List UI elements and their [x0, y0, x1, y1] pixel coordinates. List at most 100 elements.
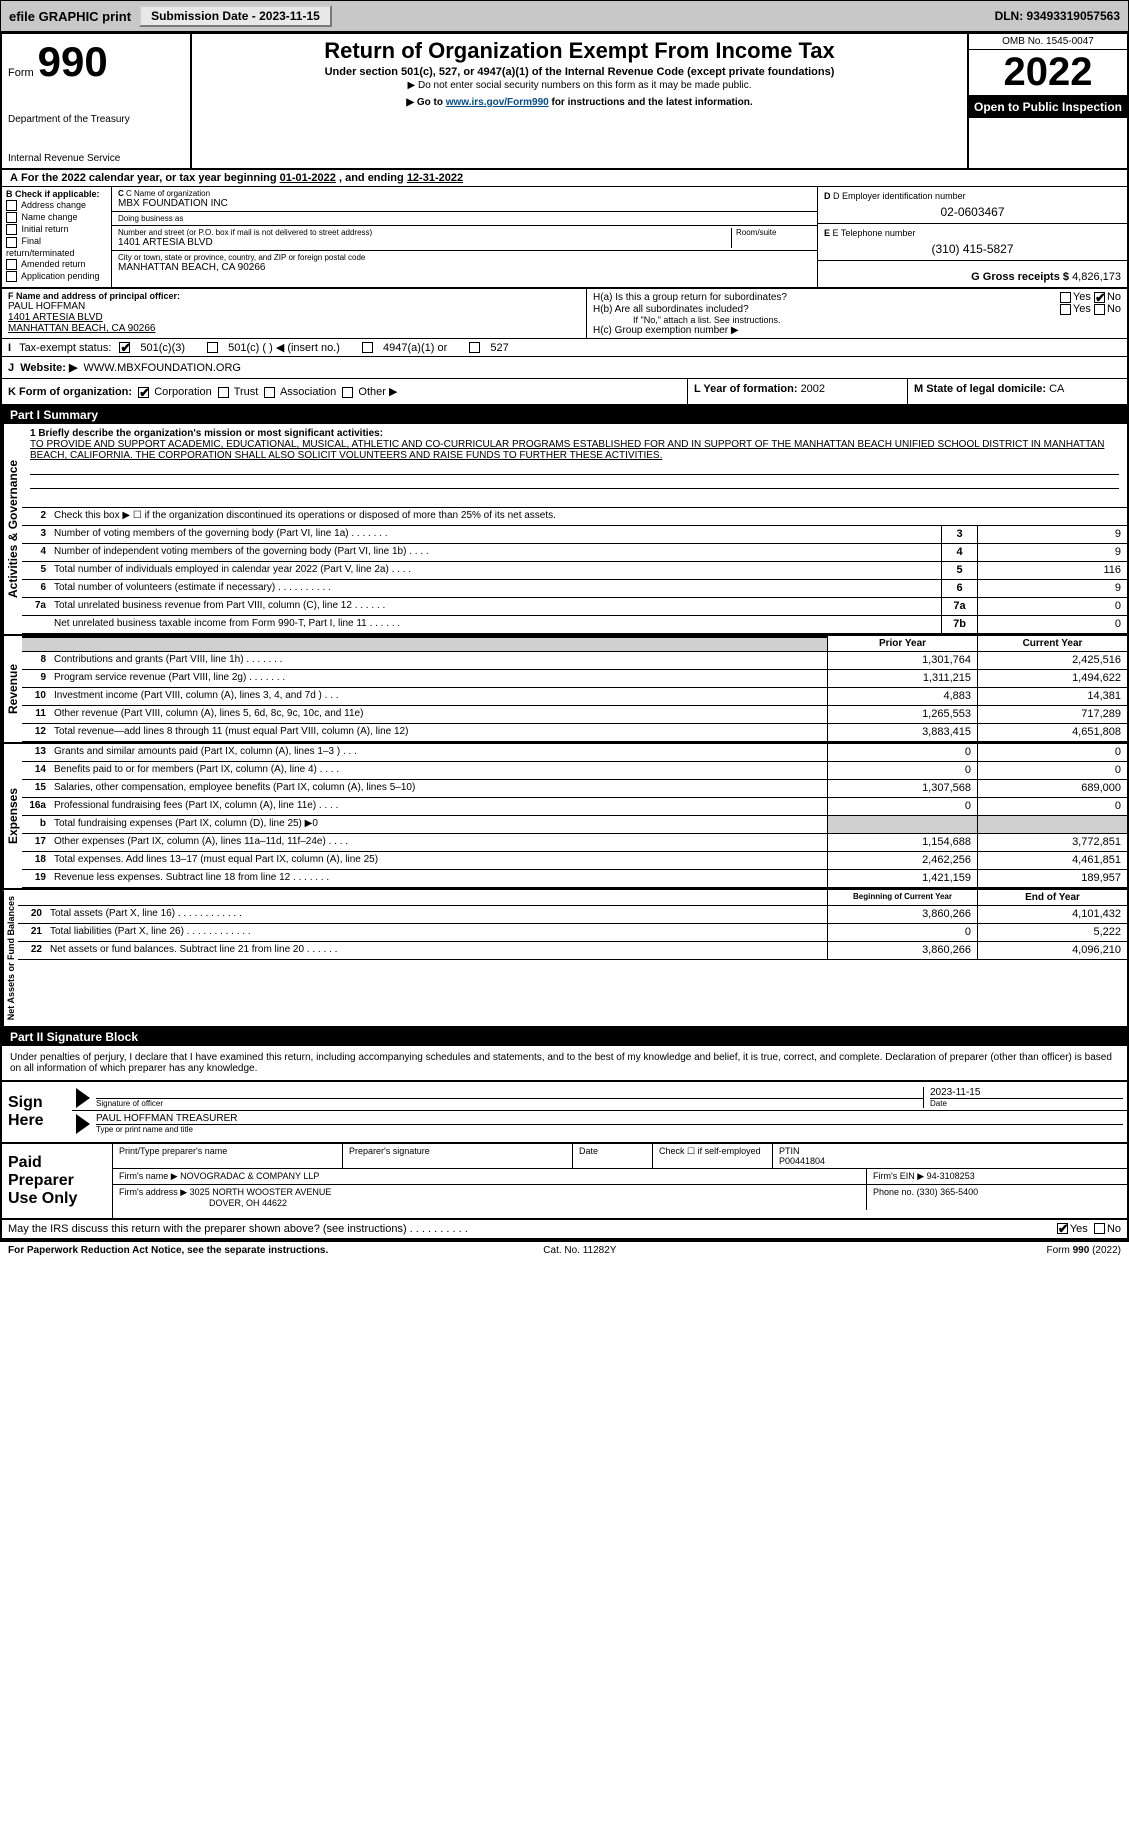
assoc-label: Association	[280, 386, 336, 398]
current-val: 0	[977, 744, 1127, 761]
netassets-section: Net Assets or Fund Balances Beginning of…	[2, 890, 1127, 1028]
line-num: 15	[22, 780, 50, 797]
check-b-checkbox[interactable]	[6, 200, 17, 211]
501c3-checkbox[interactable]	[119, 342, 130, 353]
assoc-checkbox[interactable]	[264, 387, 275, 398]
table-row: 6Total number of volunteers (estimate if…	[22, 580, 1127, 598]
ha-yes-checkbox[interactable]	[1060, 292, 1071, 303]
dln-label: DLN: 93493319057563	[995, 9, 1120, 23]
line-num: 18	[22, 852, 50, 869]
ha-label: H(a) Is this a group return for subordin…	[593, 292, 1060, 303]
check-b-checkbox[interactable]	[6, 259, 17, 270]
line-num: 22	[18, 942, 46, 959]
k-label: K Form of organization:	[8, 386, 132, 398]
phone-label: E Telephone number	[833, 228, 916, 238]
prior-val: 1,301,764	[827, 652, 977, 669]
header-left: Form 990 Department of the Treasury Inte…	[2, 34, 192, 168]
street-label: Number and street (or P.O. box if mail i…	[118, 228, 731, 237]
line-num: 4	[22, 544, 50, 561]
entity-name-block: C C Name of organization MBX FOUNDATION …	[112, 187, 817, 287]
line-num: 12	[22, 724, 50, 741]
netassets-vert-label: Net Assets or Fund Balances	[2, 890, 18, 1026]
line-box-label: 3	[941, 526, 977, 543]
i-label: I	[8, 342, 11, 354]
ha-no-checkbox[interactable]	[1094, 292, 1105, 303]
check-b-checkbox[interactable]	[6, 212, 17, 223]
table-row: 13Grants and similar amounts paid (Part …	[22, 744, 1127, 762]
current-val: 717,289	[977, 706, 1127, 723]
expenses-section: Expenses 13Grants and similar amounts pa…	[2, 744, 1127, 890]
mission-block: 1 Briefly describe the organization's mi…	[22, 424, 1127, 508]
prior-val: 3,860,266	[827, 942, 977, 959]
trust-checkbox[interactable]	[218, 387, 229, 398]
preparer-label: Paid Preparer Use Only	[2, 1144, 112, 1218]
firm-name-label: Firm's name ▶	[119, 1171, 178, 1181]
4947-checkbox[interactable]	[362, 342, 373, 353]
other-checkbox[interactable]	[342, 387, 353, 398]
527-checkbox[interactable]	[469, 342, 480, 353]
line-2-text: Check this box ▶ ☐ if the organization d…	[50, 508, 1127, 525]
prior-val: 0	[827, 762, 977, 779]
prep-sig-label: Preparer's signature	[343, 1144, 573, 1168]
org-name-label: C C Name of organization	[118, 189, 811, 198]
hc-label: H(c) Group exemption number ▶	[593, 325, 1121, 336]
discuss-yes-checkbox[interactable]	[1057, 1223, 1068, 1234]
hb-yes-checkbox[interactable]	[1060, 304, 1071, 315]
k-org-right: L Year of formation: 2002 M State of leg…	[687, 379, 1127, 404]
501c-checkbox[interactable]	[207, 342, 218, 353]
current-val: 4,096,210	[977, 942, 1127, 959]
hb-note: If "No," attach a list. See instructions…	[593, 315, 1121, 325]
line-box-val: 0	[977, 598, 1127, 615]
firm-name-value: NOVOGRADAC & COMPANY LLP	[180, 1171, 319, 1181]
name-title-label: Type or print name and title	[96, 1124, 1123, 1134]
discuss-no-checkbox[interactable]	[1094, 1223, 1105, 1234]
line-box-val: 9	[977, 526, 1127, 543]
prior-val: 0	[827, 924, 977, 941]
j-label: J	[8, 362, 14, 374]
line-box-label: 7a	[941, 598, 977, 615]
officer-row: F Name and address of principal officer:…	[2, 289, 1127, 339]
line-box-val: 9	[977, 544, 1127, 561]
hb-label: H(b) Are all subordinates included?	[593, 304, 1060, 315]
line-num: 13	[22, 744, 50, 761]
efile-label: efile GRAPHIC print	[9, 9, 131, 24]
officer-name: PAUL HOFFMAN	[8, 301, 580, 312]
prior-val: 1,154,688	[827, 834, 977, 851]
line-box-val: 9	[977, 580, 1127, 597]
current-val: 689,000	[977, 780, 1127, 797]
current-val: 4,651,808	[977, 724, 1127, 741]
k-org-left: K Form of organization: Corporation Trus…	[2, 379, 687, 404]
prior-val: 0	[827, 744, 977, 761]
line-num: 5	[22, 562, 50, 579]
check-b-checkbox[interactable]	[6, 224, 17, 235]
discuss-text: May the IRS discuss this return with the…	[8, 1223, 1057, 1235]
check-b-checkbox[interactable]	[6, 271, 17, 282]
preparer-row: Paid Preparer Use Only Print/Type prepar…	[2, 1144, 1127, 1220]
submission-date-button[interactable]: Submission Date - 2023-11-15	[139, 5, 332, 27]
527-label: 527	[490, 342, 508, 354]
tax-exempt-label: Tax-exempt status:	[19, 342, 111, 354]
table-row: 11Other revenue (Part VIII, column (A), …	[22, 706, 1127, 724]
check-b-checkbox[interactable]	[6, 237, 17, 248]
gross-value: 4,826,173	[1072, 271, 1121, 283]
line-text: Total liabilities (Part X, line 26) . . …	[46, 924, 827, 941]
ein-value: 02-0603467	[824, 201, 1121, 219]
l-label: L Year of formation:	[694, 383, 801, 395]
room-label: Room/suite	[736, 228, 811, 237]
end-year-header: End of Year	[977, 890, 1127, 905]
irs-link[interactable]: www.irs.gov/Form990	[446, 97, 549, 108]
form-subtitle: Under section 501(c), 527, or 4947(a)(1)…	[202, 66, 957, 78]
table-row: 20Total assets (Part X, line 16) . . . .…	[18, 906, 1127, 924]
part-1-header: Part I Summary	[2, 406, 1127, 424]
entity-block: B Check if applicable: Address change Na…	[2, 187, 1127, 289]
table-row: 22Net assets or fund balances. Subtract …	[18, 942, 1127, 960]
discuss-yes: Yes	[1070, 1223, 1088, 1235]
line-box-label: 6	[941, 580, 977, 597]
mission-text: TO PROVIDE AND SUPPORT ACADEMIC, EDUCATI…	[30, 439, 1119, 461]
hb-no-checkbox[interactable]	[1094, 304, 1105, 315]
table-row: bTotal fundraising expenses (Part IX, co…	[22, 816, 1127, 834]
corp-checkbox[interactable]	[138, 387, 149, 398]
line-box-label: 4	[941, 544, 977, 561]
goto-instructions: ▶ Go to www.irs.gov/Form990 for instruct…	[202, 97, 957, 108]
governance-section: Activities & Governance 1 Briefly descri…	[2, 424, 1127, 636]
